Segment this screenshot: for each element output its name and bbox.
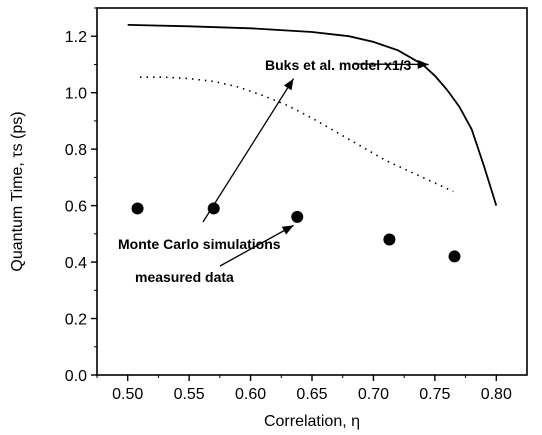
annotation-label: Buks et al. model x1/3 (265, 57, 411, 73)
model-curve (127, 24, 498, 206)
y-tick-label: 1.2 (65, 29, 87, 46)
annotation-arrowhead (417, 59, 429, 69)
annotation-arrowhead (283, 78, 294, 91)
x-tick-label: 0.75 (419, 386, 450, 403)
annotation-label: measured data (135, 269, 234, 285)
x-tick-label: 0.60 (235, 386, 266, 403)
x-tick-label: 0.80 (481, 386, 512, 403)
y-axis-label: Quantum Time, τs (ps) (9, 111, 26, 271)
x-tick-label: 0.55 (174, 386, 205, 403)
annotation-arrowhead (281, 225, 294, 235)
x-axis-label: Correlation, η (264, 413, 360, 430)
y-tick-label: 0.4 (65, 255, 87, 272)
y-tick-label: 0.6 (65, 199, 87, 216)
series-layer (127, 24, 498, 263)
y-tick-label: 0.8 (65, 142, 87, 159)
y-tick-label: 0.0 (65, 368, 87, 385)
data-point (291, 210, 304, 223)
axis-layer: 0.50 0.55 0.60 0.65 0.70 0.75 0.80 0.0 0.2 0.4 0.6… (65, 7, 528, 403)
annotation-layer: Buks et al. model x1/3 Monte Carlo simula… (118, 57, 429, 285)
x-tick-label: 0.65 (296, 386, 327, 403)
data-point (131, 202, 144, 215)
annotation-arrow (202, 78, 295, 223)
data-point (383, 233, 396, 246)
x-tick-label: 0.50 (112, 386, 143, 403)
data-point (448, 250, 461, 263)
data-point (207, 202, 220, 215)
y-tick-label: 0.2 (65, 312, 87, 329)
annotation-arrow (219, 224, 294, 267)
x-tick-label: 0.70 (358, 386, 389, 403)
y-tick-label: 1.0 (65, 86, 87, 103)
annotation-label: Monte Carlo simulations (118, 236, 281, 252)
simulation-curve (140, 76, 454, 193)
